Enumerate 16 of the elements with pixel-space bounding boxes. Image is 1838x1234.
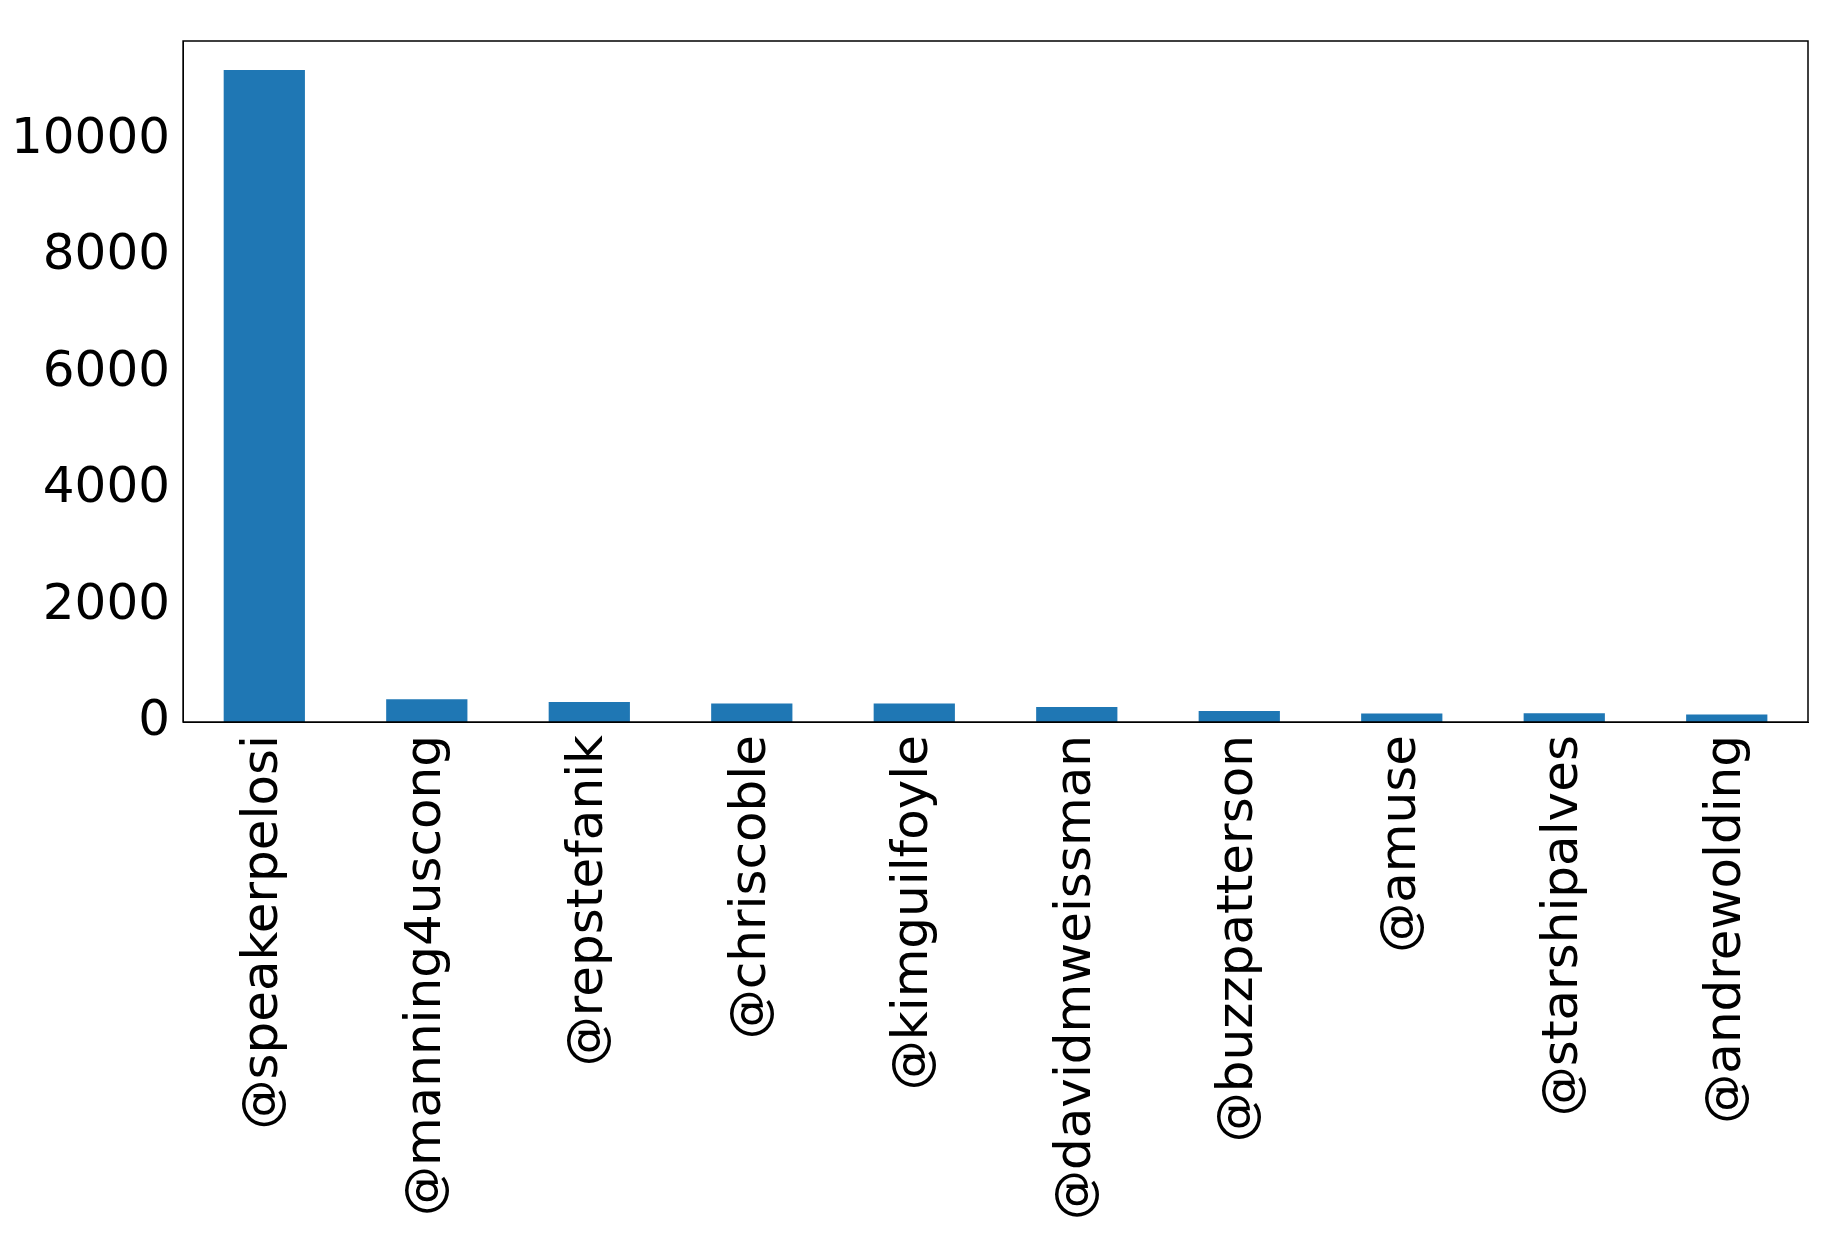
y-tick-label: 8000 <box>42 223 171 282</box>
y-tick-label: 4000 <box>42 456 171 515</box>
x-tick-label: @amuse <box>1368 735 1427 953</box>
x-tick-label: @chriscoble <box>718 735 777 1040</box>
y-tick-label: 6000 <box>42 339 171 398</box>
x-tick-label: @speakerpelosi <box>231 735 290 1130</box>
x-tick-label: @davidmweissman <box>1043 735 1102 1221</box>
y-tick-label: 0 <box>138 689 171 747</box>
x-tick-label: @buzzpatterson <box>1206 735 1265 1143</box>
x-tick-label: @manning4uscong <box>393 735 452 1217</box>
x-tick-label: @starshipalves <box>1531 735 1590 1117</box>
y-tick-label: 2000 <box>42 572 171 631</box>
x-tick-label: @andrewolding <box>1693 735 1752 1124</box>
x-tick-label: @repstefanik <box>556 734 615 1067</box>
y-tick-label: 10000 <box>11 106 171 165</box>
x-tick-label: @kimguilfoyle <box>881 735 940 1091</box>
